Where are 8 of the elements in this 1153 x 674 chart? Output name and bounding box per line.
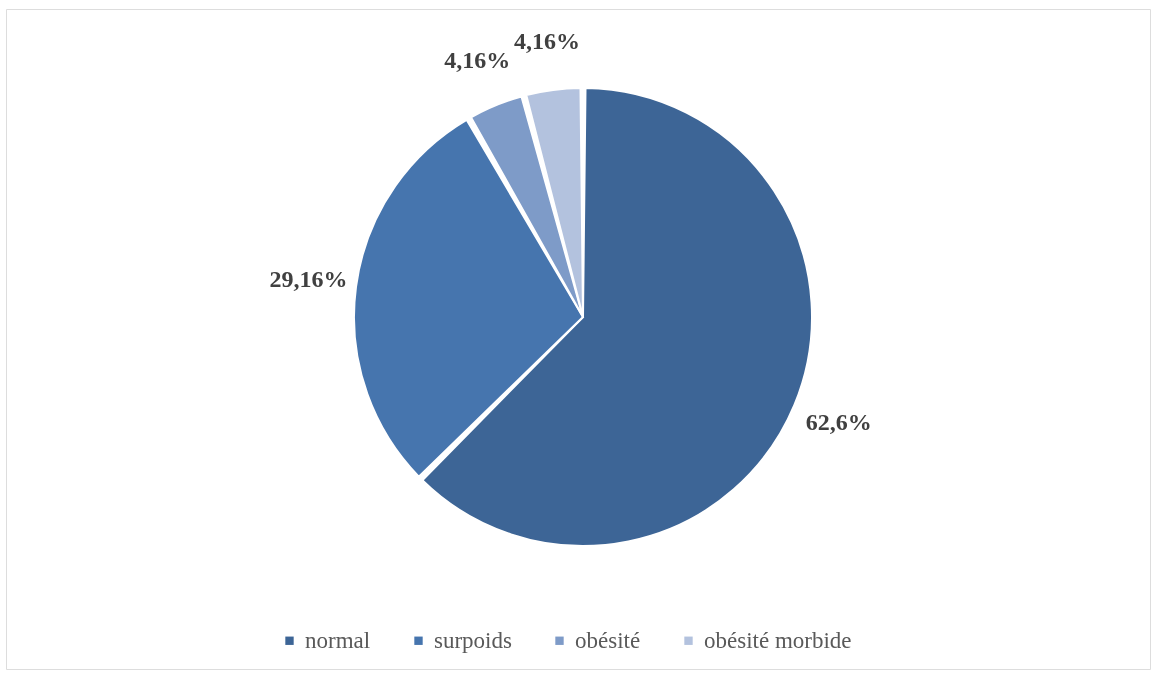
data-label: 29,16% [269, 266, 348, 293]
legend-label: obésité [575, 627, 641, 653]
data-label: 62,6% [805, 409, 872, 436]
legend-label: surpoids [434, 627, 512, 653]
data-label: 4,16% [444, 46, 511, 73]
data-label: 4,16% [513, 28, 580, 55]
legend-label: normal [305, 627, 371, 653]
legend-label: obésité morbide [704, 627, 852, 653]
